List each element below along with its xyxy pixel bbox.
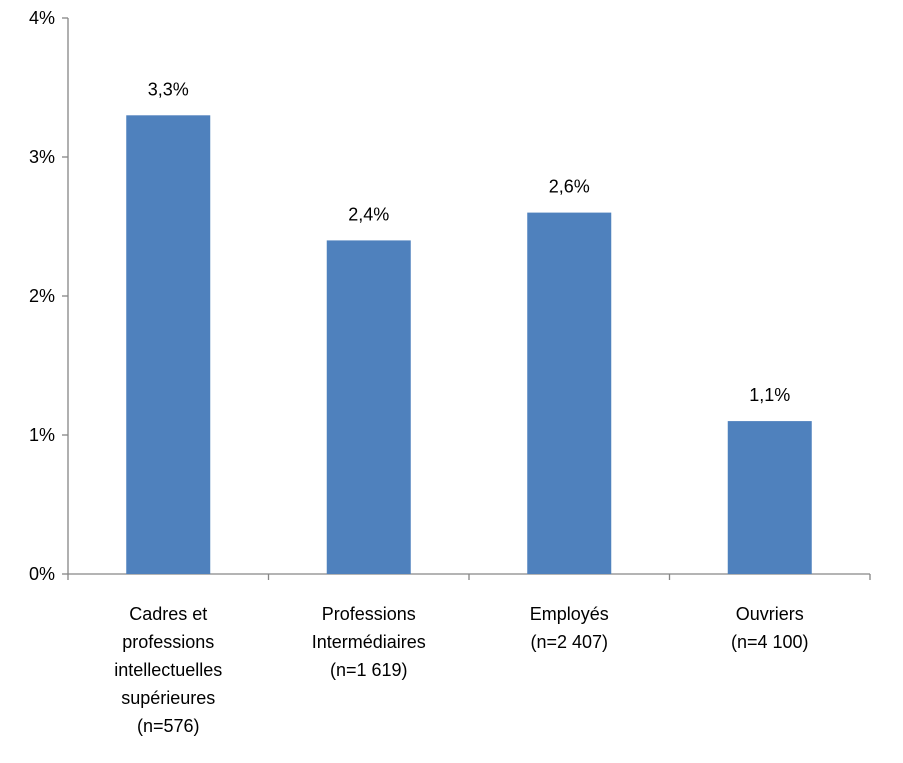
x-category-label-line: (n=1 619)	[330, 660, 408, 680]
x-axis-category-labels: Cadres et professions intellectuelles supér…	[114, 604, 808, 736]
y-tick-label: 4%	[29, 8, 55, 28]
data-label: 1,1%	[749, 385, 790, 405]
x-category-label: Employés (n=2 407)	[530, 604, 609, 652]
x-category-label-line: (n=2 407)	[530, 632, 608, 652]
x-category-label: Ouvriers (n=4 100)	[731, 604, 809, 652]
bars	[126, 115, 812, 575]
x-category-label-line: Cadres et	[129, 604, 207, 624]
x-category-label-line: Employés	[530, 604, 609, 624]
x-category-label: Professions Intermédiaires (n=1 619)	[312, 604, 426, 680]
data-label: 2,4%	[348, 204, 389, 224]
x-category-label-line: Ouvriers	[736, 604, 804, 624]
x-category-label-line: (n=4 100)	[731, 632, 809, 652]
y-axis-ticks: 0% 1% 2% 3% 4%	[29, 8, 68, 584]
data-labels: 3,3% 2,4% 2,6% 1,1%	[148, 79, 791, 405]
x-category-label-line: intellectuelles	[114, 660, 222, 680]
y-tick-label: 2%	[29, 286, 55, 306]
x-category-label-line: supérieures	[121, 688, 215, 708]
x-category-label-line: professions	[122, 632, 214, 652]
x-category-label: Cadres et professions intellectuelles supér…	[114, 604, 222, 736]
bar	[727, 421, 812, 574]
x-category-label-line: Professions	[322, 604, 416, 624]
data-label: 3,3%	[148, 79, 189, 99]
bar	[126, 115, 211, 575]
bar	[527, 212, 612, 574]
x-category-label-line: Intermédiaires	[312, 632, 426, 652]
data-label: 2,6%	[549, 177, 590, 197]
y-tick-label: 1%	[29, 425, 55, 445]
y-tick-label: 0%	[29, 564, 55, 584]
y-tick-label: 3%	[29, 147, 55, 167]
bar	[326, 240, 411, 574]
x-category-label-line: (n=576)	[137, 716, 200, 736]
